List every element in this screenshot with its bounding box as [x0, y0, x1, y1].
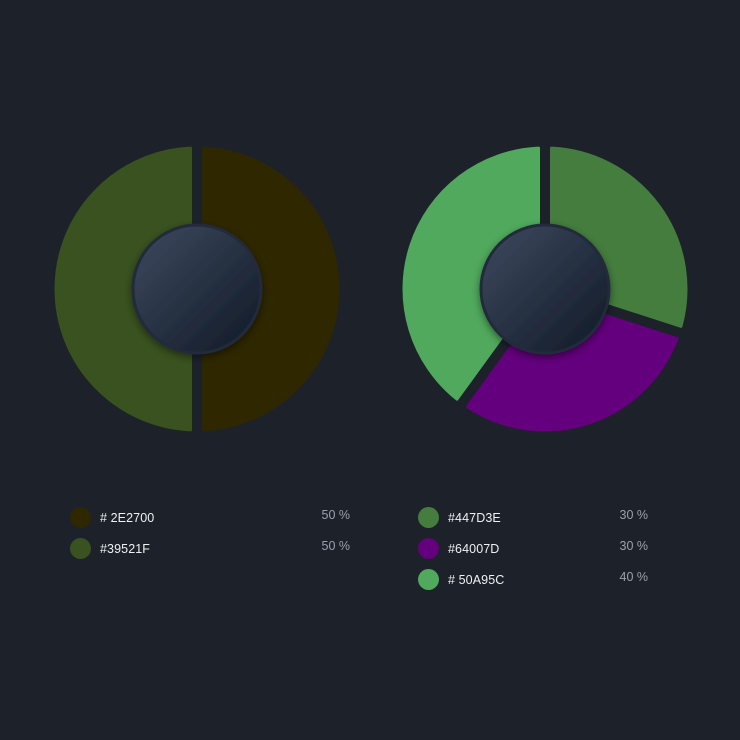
legend-value: 40 %	[619, 570, 649, 584]
legend-value: 50 %	[321, 508, 351, 522]
legend-right: #447D3E 30 % #64007D 30 % # 50A95C 40 %	[418, 505, 648, 598]
legend-label: # 50A95C	[448, 573, 505, 587]
donut-center-disc	[131, 223, 263, 355]
donut-chart-left	[54, 146, 340, 432]
legend-value: 30 %	[619, 539, 649, 553]
donut-chart-right	[402, 146, 688, 432]
legend-label: #39521F	[100, 542, 151, 556]
legend-item: # 2E2700 50 %	[70, 505, 350, 536]
legend-swatch	[418, 507, 439, 528]
legend-swatch	[418, 538, 439, 559]
legend-left: # 2E2700 50 % #39521F 50 %	[70, 505, 350, 567]
legend-value: 30 %	[619, 508, 649, 522]
pie-slice	[202, 146, 340, 432]
legend-swatch	[418, 569, 439, 590]
pie-slice	[465, 295, 679, 432]
legend-label: # 2E2700	[100, 511, 155, 525]
pie-slice	[54, 146, 192, 432]
donut-center-disc	[479, 223, 611, 355]
legend-item: #64007D 30 %	[418, 536, 648, 567]
legend-swatch	[70, 538, 91, 559]
legend-item: # 50A95C 40 %	[418, 567, 648, 598]
pie-slice	[402, 146, 540, 401]
legend-label: #64007D	[448, 542, 500, 556]
legend-item: #447D3E 30 %	[418, 505, 648, 536]
legend-value: 50 %	[321, 539, 351, 553]
legend-swatch	[70, 507, 91, 528]
legend-label: #447D3E	[448, 511, 501, 525]
legend-item: #39521F 50 %	[70, 536, 350, 567]
